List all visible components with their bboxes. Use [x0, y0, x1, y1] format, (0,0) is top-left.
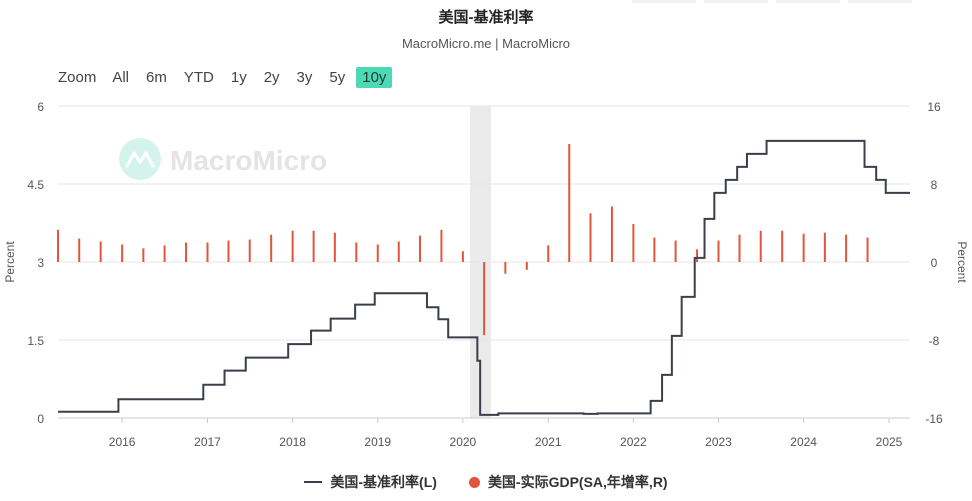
recession-shading	[470, 106, 491, 418]
y-tick-label-left: 0	[37, 412, 44, 426]
recession-band	[470, 106, 491, 418]
gdp-bar	[802, 233, 805, 262]
gdp-bar	[759, 230, 762, 262]
legend-dot-icon	[468, 476, 480, 488]
axes: 0 1.5 3 4.5 6 -16 -8 0 8 16 2016 2017 2018 2019 2020 20…	[3, 100, 969, 449]
gdp-bar	[333, 232, 336, 262]
gdp-bar	[674, 240, 677, 262]
y-axis-title-left: Percent	[3, 241, 17, 283]
gdp-bar	[355, 242, 358, 262]
y-tick-label-right: -16	[925, 412, 943, 426]
gdp-bar	[270, 234, 273, 262]
range-button-all[interactable]: All	[112, 69, 130, 86]
gdp-bar	[440, 229, 443, 262]
gdp-bar	[717, 240, 720, 262]
rate-line	[58, 139, 910, 416]
top-tab-strip	[632, 0, 912, 3]
range-button-ytd[interactable]: YTD	[183, 69, 214, 86]
watermark-logo-icon	[119, 138, 161, 180]
gdp-bar	[163, 245, 166, 262]
x-tick-label: 2021	[535, 435, 562, 449]
y-tick-label-left: 3	[37, 256, 44, 270]
gdp-bar	[632, 223, 635, 262]
y-tick-label-left: 4.5	[27, 178, 44, 192]
top-tab	[848, 0, 912, 3]
gdp-bar	[589, 213, 592, 262]
gdp-bar	[866, 237, 869, 262]
gdp-bar	[781, 230, 784, 262]
x-tick-label: 2023	[705, 435, 732, 449]
gdp-bar	[823, 232, 826, 262]
gdp-bar	[461, 251, 464, 262]
range-button-5y[interactable]: 5y	[329, 69, 346, 86]
y-tick-label-left: 1.5	[27, 334, 44, 348]
gdp-bar	[653, 237, 656, 262]
x-tick-label: 2018	[279, 435, 306, 449]
legend-label-rate: 美国-基准利率(L)	[330, 474, 437, 490]
chart-subtitle: MacroMicro.me | MacroMicro	[401, 36, 571, 51]
range-button-2y[interactable]: 2y	[263, 69, 280, 86]
gdp-bar	[738, 234, 741, 262]
gdp-bar	[376, 244, 379, 262]
top-tab	[632, 0, 696, 3]
gdp-bar	[99, 241, 102, 262]
gdp-bar	[185, 242, 188, 262]
gdp-bars	[57, 144, 869, 336]
gdp-bar	[227, 240, 230, 262]
gdp-bar	[610, 206, 613, 262]
x-tick-label: 2017	[194, 435, 221, 449]
gdp-bar	[483, 262, 486, 336]
y-tick-label-right: 8	[931, 178, 938, 192]
gdp-bar	[547, 245, 550, 262]
range-button-1y[interactable]: 1y	[230, 69, 247, 86]
top-tab	[776, 0, 840, 3]
rate-line-group	[58, 139, 910, 416]
gdp-bar	[504, 262, 507, 274]
gdp-bar	[121, 244, 124, 262]
gdp-bar	[248, 239, 251, 262]
x-tick-label: 2024	[790, 435, 817, 449]
legend-label-gdp: 美国-实际GDP(SA,年增率,R)	[487, 474, 668, 490]
gdp-bar	[206, 242, 209, 262]
legend-line-icon	[304, 481, 323, 483]
legend-item-rate[interactable]: 美国-基准利率(L)	[304, 472, 437, 492]
legend: 美国-基准利率(L) 美国-实际GDP(SA,年增率,R)	[0, 472, 972, 492]
range-button-10y[interactable]: 10y	[356, 67, 393, 88]
x-tick-label: 2025	[876, 435, 903, 449]
range-button-6m[interactable]: 6m	[146, 69, 167, 86]
gdp-bar	[696, 249, 699, 262]
watermark-logo-mark	[125, 151, 155, 168]
gdp-bar	[845, 234, 848, 262]
range-selector: Zoom All 6m YTD 1y 2y 3y 5y 10y	[52, 67, 397, 88]
gdp-bar	[291, 230, 294, 262]
zoom-label: Zoom	[58, 69, 97, 86]
watermark-text: MacroMicro	[170, 145, 327, 176]
gdp-bar	[397, 241, 400, 262]
gdp-bar	[525, 262, 528, 270]
x-tick-label: 2022	[620, 435, 647, 449]
y-axis-title-right: Percent	[955, 241, 969, 283]
y-tick-label-right: 0	[931, 256, 938, 270]
x-tick-label: 2020	[450, 435, 477, 449]
range-button-3y[interactable]: 3y	[296, 69, 313, 86]
gdp-bar	[142, 248, 145, 262]
top-tab	[704, 0, 768, 3]
gdp-bar	[568, 144, 571, 262]
gdp-bar	[418, 235, 421, 262]
legend-item-gdp[interactable]: 美国-实际GDP(SA,年增率,R)	[468, 472, 668, 492]
gdp-bar	[78, 238, 81, 262]
watermark: MacroMicro	[119, 138, 327, 180]
x-tick-label: 2019	[364, 435, 391, 449]
y-tick-label-left: 6	[37, 100, 44, 114]
gdp-bar	[57, 229, 59, 262]
x-tick-label: 2016	[109, 435, 136, 449]
y-tick-label-right: 16	[927, 100, 941, 114]
chart-title: 美国-基准利率	[438, 9, 534, 26]
y-tick-label-right: -8	[929, 334, 940, 348]
gdp-bar	[312, 230, 315, 262]
